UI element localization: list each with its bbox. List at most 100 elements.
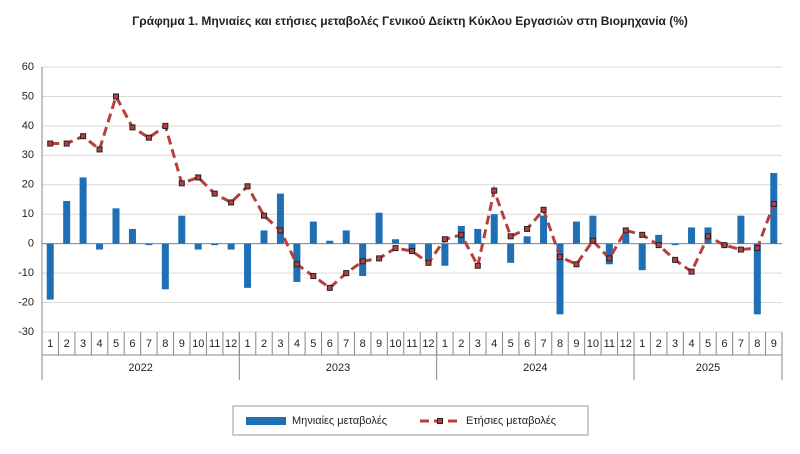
line-marker xyxy=(392,245,399,252)
line-marker xyxy=(770,200,777,207)
bar xyxy=(79,177,87,244)
line-marker xyxy=(557,253,563,260)
x-tick-label: 3 xyxy=(80,338,86,350)
line-marker xyxy=(376,255,383,262)
line-marker xyxy=(721,242,728,249)
x-tick-label: 11 xyxy=(604,338,615,350)
line-marker xyxy=(359,258,366,265)
bar xyxy=(622,233,630,244)
line-marker xyxy=(672,256,679,263)
x-tick-label: 8 xyxy=(162,338,168,350)
x-tick-label: 1 xyxy=(244,338,250,350)
line-marker xyxy=(326,284,333,291)
x-tick-label: 1 xyxy=(639,338,645,350)
bar xyxy=(540,215,548,244)
x-tick-label: 12 xyxy=(225,338,237,350)
legend-box xyxy=(232,405,589,436)
bar xyxy=(128,228,136,244)
x-tick-label: 3 xyxy=(277,338,283,350)
x-tick-label: 4 xyxy=(688,338,694,350)
bar xyxy=(605,243,613,265)
line-marker xyxy=(589,237,596,244)
line-marker xyxy=(63,140,70,147)
line-marker xyxy=(195,174,202,181)
line-marker xyxy=(261,212,267,219)
line-marker xyxy=(754,245,761,252)
y-tick-label: 30 xyxy=(22,149,34,161)
bar xyxy=(507,243,515,263)
line-marker xyxy=(622,227,629,234)
bar xyxy=(523,236,531,244)
line xyxy=(50,92,776,290)
y-tick-label: -10 xyxy=(18,267,34,279)
x-tick-label: 1 xyxy=(47,338,53,350)
line-marker xyxy=(705,233,711,240)
line-marker xyxy=(96,146,103,153)
x-tick-label: 4 xyxy=(96,338,102,350)
bar xyxy=(655,234,663,244)
line-marker xyxy=(145,134,152,141)
line-marker xyxy=(343,270,350,277)
bar xyxy=(770,173,778,244)
line-marker xyxy=(524,225,531,232)
line-marker xyxy=(606,255,613,262)
bar xyxy=(490,214,498,244)
line-marker xyxy=(507,233,514,240)
bar xyxy=(556,243,564,315)
x-tick-label: 7 xyxy=(343,338,349,350)
bar xyxy=(63,200,71,244)
bar xyxy=(392,239,400,244)
x-tick-label: 5 xyxy=(705,338,711,350)
x-tick-label: 6 xyxy=(721,338,727,350)
line-marker xyxy=(540,206,547,213)
x-tick-label: 7 xyxy=(738,338,744,350)
x-tick-label: 12 xyxy=(422,338,434,350)
line-marker xyxy=(441,236,448,243)
line-marker xyxy=(277,227,284,234)
bar xyxy=(194,243,202,250)
year-label: 2023 xyxy=(326,362,350,374)
bar xyxy=(638,243,646,271)
x-tick-label: 12 xyxy=(620,338,632,350)
line-marker xyxy=(178,180,185,187)
x-tick-label: 9 xyxy=(376,338,382,350)
x-tick-label: 6 xyxy=(524,338,530,350)
x-tick-label: 4 xyxy=(294,338,300,350)
x-tick-label: 8 xyxy=(557,338,563,350)
chart-title: Γράφημα 1. Μηνιαίες και ετήσιες μεταβολέ… xyxy=(132,14,688,28)
x-tick-label: 2 xyxy=(261,338,267,350)
x-tick-label: 5 xyxy=(508,338,514,350)
x-tick-label: 5 xyxy=(113,338,119,350)
bar xyxy=(96,243,104,250)
x-tick-label: 6 xyxy=(327,338,333,350)
x-tick-label: 11 xyxy=(209,338,220,350)
x-tick-label: 3 xyxy=(672,338,678,350)
year-label: 2024 xyxy=(523,362,547,374)
bar xyxy=(408,243,416,252)
legend-swatch xyxy=(246,417,286,425)
legend-label: Ετήσιες μεταβολές xyxy=(466,415,556,427)
line-marker xyxy=(458,231,465,238)
line-marker xyxy=(129,124,136,131)
line-marker xyxy=(655,242,662,249)
x-tick-label: 4 xyxy=(491,338,497,350)
line-marker xyxy=(491,187,498,194)
line-marker xyxy=(573,261,580,268)
y-tick-label: 20 xyxy=(22,179,34,191)
line-marker xyxy=(47,140,54,147)
x-tick-label: 6 xyxy=(129,338,135,350)
x-tick-label: 1 xyxy=(442,338,448,350)
year-label: 2022 xyxy=(128,362,152,374)
line-marker xyxy=(688,268,695,275)
line-marker xyxy=(80,133,87,140)
bar xyxy=(424,243,432,262)
bar xyxy=(276,193,284,244)
line-marker xyxy=(228,199,235,206)
y-tick-label: -20 xyxy=(18,296,34,308)
line-marker xyxy=(639,231,646,238)
bar xyxy=(46,243,54,300)
x-tick-label: 9 xyxy=(573,338,579,350)
bar xyxy=(688,227,696,244)
bar xyxy=(342,230,350,244)
